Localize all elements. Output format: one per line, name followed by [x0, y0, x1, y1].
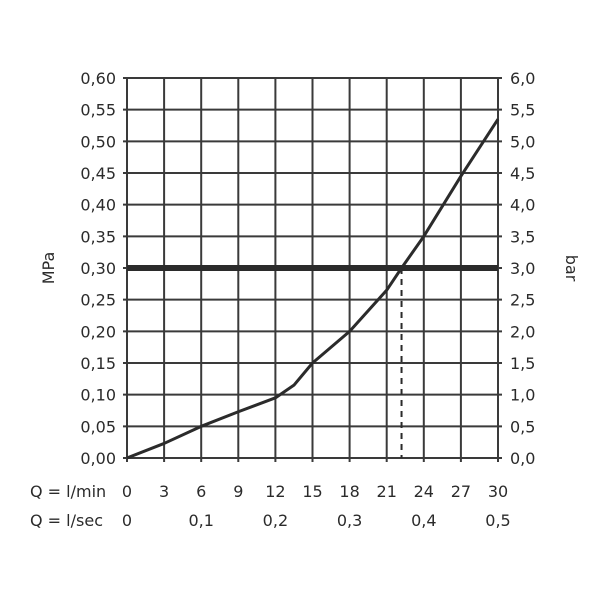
x-tick-label: 18	[339, 482, 359, 501]
y-tick-label-right: 1,5	[510, 354, 535, 373]
y-axis-label-left: MPa	[39, 252, 58, 285]
x-axis-label-secondary: Q = l/sec	[30, 511, 103, 530]
y-tick-label-right: 0,0	[510, 449, 535, 468]
y-tick-label-right: 2,0	[510, 322, 535, 341]
y-tick-label-right: 5,0	[510, 132, 535, 151]
y-tick-label-right: 6,0	[510, 69, 535, 88]
y-tick-label-left: 0,30	[80, 259, 116, 278]
x-tick-label: 15	[302, 482, 322, 501]
y-tick-label-right: 0,5	[510, 417, 535, 436]
y-tick-label-right: 4,0	[510, 196, 535, 215]
y-tick-label-right: 2,5	[510, 291, 535, 310]
x-tick-label-secondary: 0,3	[337, 511, 362, 530]
y-tick-label-left: 0,45	[80, 164, 116, 183]
x-tick-label: 24	[414, 482, 434, 501]
y-tick-label-left: 0,35	[80, 227, 116, 246]
y-tick-label-right: 3,5	[510, 227, 535, 246]
x-tick-label: 3	[159, 482, 169, 501]
x-tick-label: 30	[488, 482, 508, 501]
y-tick-label-left: 0,15	[80, 354, 116, 373]
x-tick-label: 12	[265, 482, 285, 501]
y-tick-label-left: 0,05	[80, 417, 116, 436]
y-tick-label-right: 3,0	[510, 259, 535, 278]
y-tick-label-left: 0,10	[80, 386, 116, 405]
y-axis-label-right: bar	[562, 255, 581, 282]
x-tick-label: 0	[122, 482, 132, 501]
x-tick-label: 6	[196, 482, 206, 501]
y-tick-label-right: 5,5	[510, 101, 535, 120]
x-axis-label-primary: Q = l/min	[30, 482, 106, 501]
y-tick-label-left: 0,55	[80, 101, 116, 120]
x-tick-label-secondary: 0,2	[263, 511, 288, 530]
x-tick-label-secondary: 0	[122, 511, 132, 530]
y-tick-label-left: 0,20	[80, 322, 116, 341]
x-tick-label-secondary: 0,5	[485, 511, 510, 530]
y-tick-label-left: 0,25	[80, 291, 116, 310]
x-tick-label-secondary: 0,1	[188, 511, 213, 530]
y-tick-label-right: 4,5	[510, 164, 535, 183]
y-tick-label-right: 1,0	[510, 386, 535, 405]
x-tick-label: 27	[451, 482, 471, 501]
x-tick-label: 21	[377, 482, 397, 501]
y-tick-label-left: 0,60	[80, 69, 116, 88]
y-tick-label-left: 0,00	[80, 449, 116, 468]
y-tick-label-left: 0,40	[80, 196, 116, 215]
x-tick-label-secondary: 0,4	[411, 511, 436, 530]
y-tick-label-left: 0,50	[80, 132, 116, 151]
x-tick-label: 9	[233, 482, 243, 501]
